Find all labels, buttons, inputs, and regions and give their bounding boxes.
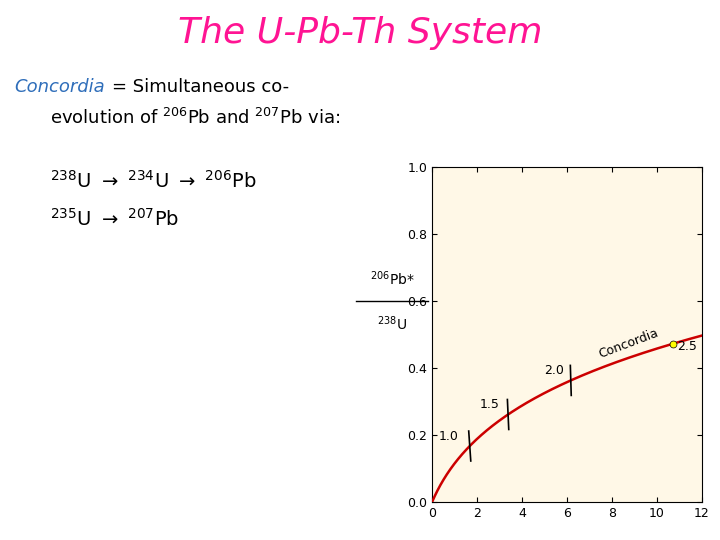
Text: Concordia: Concordia <box>14 78 105 96</box>
Text: 1.5: 1.5 <box>480 398 499 411</box>
Text: $^{207}$Pb*/$^{235}$U: $^{207}$Pb*/$^{235}$U <box>528 539 606 540</box>
Text: = Simultaneous co-: = Simultaneous co- <box>112 78 289 96</box>
Text: The U-Pb-Th System: The U-Pb-Th System <box>178 16 542 50</box>
Text: $^{238}$U $\rightarrow$ $^{234}$U $\rightarrow$ $^{206}$Pb: $^{238}$U $\rightarrow$ $^{234}$U $\righ… <box>50 170 257 192</box>
Text: 2.0: 2.0 <box>544 364 564 377</box>
Text: evolution of $^{206}$Pb and $^{207}$Pb via:: evolution of $^{206}$Pb and $^{207}$Pb v… <box>50 108 341 128</box>
Text: Concordia: Concordia <box>596 327 660 361</box>
Text: $^{206}$Pb*: $^{206}$Pb* <box>370 269 415 288</box>
Text: $^{235}$U $\rightarrow$ $^{207}$Pb: $^{235}$U $\rightarrow$ $^{207}$Pb <box>50 208 180 230</box>
Text: 2.5: 2.5 <box>677 340 697 354</box>
Text: $^{238}$U: $^{238}$U <box>377 315 408 333</box>
Text: 1.0: 1.0 <box>438 430 459 443</box>
